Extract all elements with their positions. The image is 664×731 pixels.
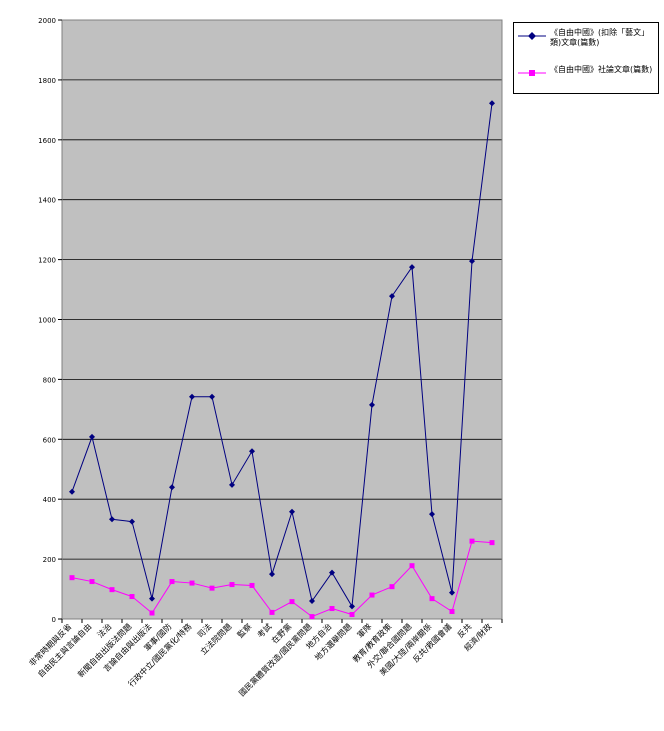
data-point xyxy=(169,579,175,585)
data-point xyxy=(389,293,395,300)
data-point xyxy=(329,569,335,576)
legend-swatch-diamond-icon xyxy=(518,32,546,40)
data-point xyxy=(69,575,75,581)
data-point xyxy=(289,599,295,605)
data-point xyxy=(489,100,495,107)
y-tick-label: 1200 xyxy=(38,257,56,265)
data-point xyxy=(429,596,435,602)
data-point xyxy=(469,538,475,544)
series-1 xyxy=(69,100,495,610)
series-line xyxy=(71,103,493,608)
x-tick-label: 監察 xyxy=(235,621,253,639)
data-point xyxy=(229,481,235,488)
data-point xyxy=(389,584,395,590)
y-tick-label: 0 xyxy=(52,616,56,624)
data-point xyxy=(189,393,195,400)
series xyxy=(69,100,495,620)
data-point xyxy=(129,518,135,525)
data-point xyxy=(329,606,335,612)
data-point xyxy=(269,609,275,615)
data-point xyxy=(249,582,255,588)
series-line xyxy=(71,540,493,618)
y-tick-label: 600 xyxy=(43,436,56,444)
data-point xyxy=(209,393,215,400)
data-point xyxy=(69,488,75,495)
y-tick-label: 200 xyxy=(43,556,56,564)
data-point xyxy=(349,603,355,610)
data-point xyxy=(149,610,155,616)
data-point xyxy=(149,595,155,602)
data-point xyxy=(309,598,315,605)
data-point xyxy=(249,448,255,455)
y-tick-label: 1600 xyxy=(38,137,56,145)
data-point xyxy=(109,516,115,523)
data-point xyxy=(429,511,435,518)
data-point xyxy=(309,614,315,620)
data-point xyxy=(289,508,295,515)
data-point xyxy=(189,580,195,586)
x-tick-label: 考試 xyxy=(255,621,273,639)
data-point xyxy=(349,612,355,618)
data-point xyxy=(129,594,135,600)
x-tick-label: 軍隊 xyxy=(355,621,373,639)
y-tick-label: 400 xyxy=(43,496,56,504)
y-tick-label: 800 xyxy=(43,376,56,384)
data-point xyxy=(109,587,115,593)
data-point xyxy=(489,540,495,546)
data-point xyxy=(409,563,415,569)
data-point xyxy=(209,585,215,591)
x-tick-label: 反共 xyxy=(455,621,473,639)
data-point xyxy=(169,484,175,491)
data-point xyxy=(89,579,95,585)
y-tick-label: 1000 xyxy=(38,317,56,325)
x-tick-label: 司法 xyxy=(195,621,213,639)
data-point xyxy=(89,433,95,440)
data-point xyxy=(369,592,375,598)
data-point xyxy=(449,609,455,615)
data-point xyxy=(229,582,235,588)
y-tick-label: 1400 xyxy=(38,197,56,205)
data-point xyxy=(409,264,415,271)
legend-label-2: 《自由中國》社論文章(篇數) xyxy=(550,65,653,74)
y-tick-label: 1800 xyxy=(38,77,56,85)
data-point xyxy=(369,401,375,408)
data-point xyxy=(269,571,275,578)
x-tick-label: 法治 xyxy=(95,621,113,639)
y-axis-tick-labels: 0 200 400 600 800 1000 1200 1400 1600 1800 2000 xyxy=(38,17,62,624)
data-point xyxy=(449,589,455,596)
legend-label-1: 《自由中國》(扣除「藝文」類)文章(篇數) xyxy=(550,28,650,47)
y-tick-label: 2000 xyxy=(38,17,56,25)
legend: 《自由中國》(扣除「藝文」類)文章(篇數) 《自由中國》社論文章(篇數) xyxy=(513,22,659,94)
data-point xyxy=(469,258,475,265)
series-2 xyxy=(69,538,495,620)
legend-swatch-square-icon xyxy=(518,70,546,76)
